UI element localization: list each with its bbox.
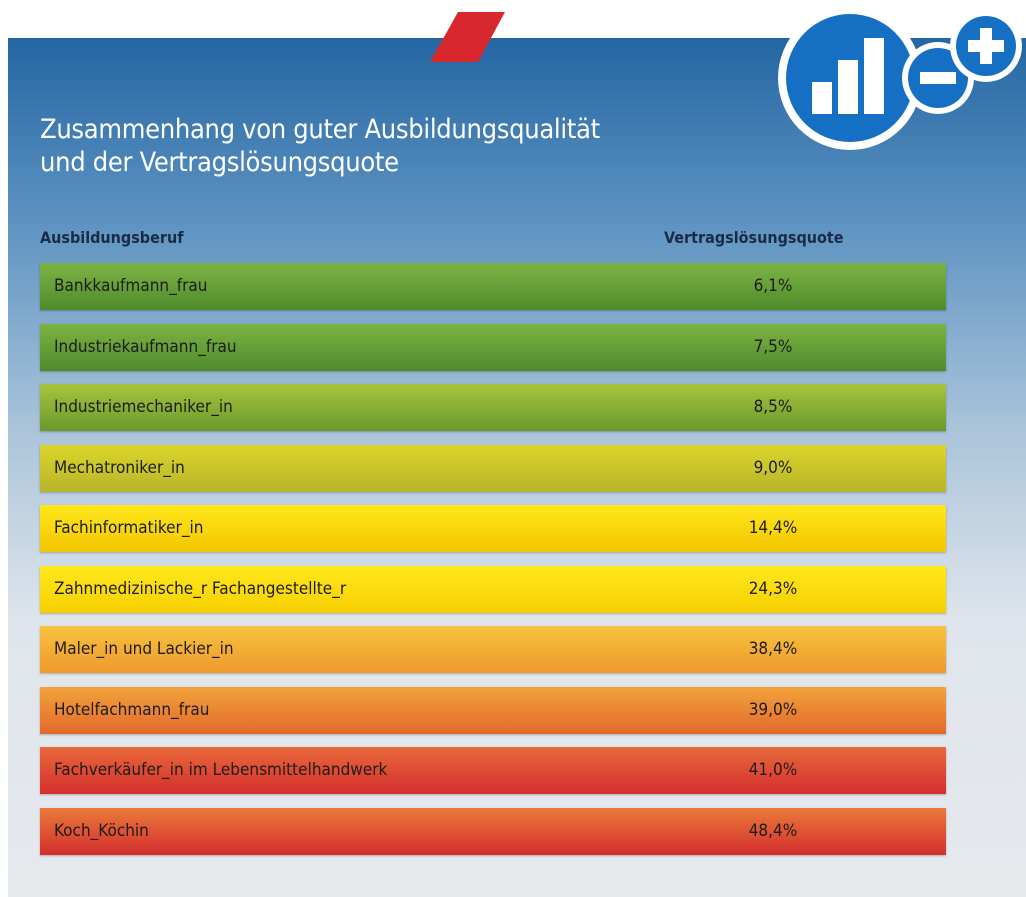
row-value: 38,4%: [748, 639, 798, 659]
row-label: Bankkaufmann_frau: [54, 276, 208, 296]
decoration: [430, 6, 1022, 150]
table-row: Mechatroniker_in 9,0%: [40, 444, 946, 492]
row-value: 8,5%: [753, 397, 793, 417]
row-value: 39,0%: [748, 699, 798, 720]
table-row: Maler_in und Lackier_in 38,4%: [40, 626, 946, 673]
row-label: Hotelfachmann_frau: [54, 699, 210, 720]
title-line: Zusammenhang von guter Ausbildungsqualit…: [40, 114, 600, 145]
table-row: Fachinformatiker_in 14,4%: [40, 505, 946, 552]
row-value: 41,0%: [748, 760, 798, 780]
row-label: Mechatroniker_in: [54, 457, 185, 478]
row-value: 9,0%: [753, 457, 793, 478]
icon-bar: [812, 82, 832, 114]
row-label: Maler_in und Lackier_in: [54, 639, 234, 659]
row-label: Fachverkäufer_in im Lebensmittelhandwerk: [54, 760, 388, 780]
title-line: und der Vertragslösungsquote: [40, 147, 399, 178]
table-row: Industriemechaniker_in 8,5%: [40, 384, 946, 431]
row-label: Industriekaufmann_frau: [54, 336, 237, 357]
table-row: Zahnmedizinische_r Fachangestellte_r 24,3…: [40, 565, 946, 613]
table-row: Koch_Köchin 48,4%: [40, 807, 946, 855]
table-row: Bankkaufmann_frau 6,1%: [40, 263, 946, 310]
table-row: Fachverkäufer_in im Lebensmittelhandwerk…: [40, 747, 946, 794]
row-value: 6,1%: [753, 276, 793, 296]
column-header: Vertragslösungsquote: [664, 228, 844, 247]
row-label: Fachinformatiker_in: [54, 518, 204, 538]
column-header: Ausbildungsberuf: [40, 228, 184, 247]
table-row: Hotelfachmann_frau 39,0%: [40, 686, 946, 734]
row-value: 14,4%: [748, 518, 798, 538]
row-value: 48,4%: [748, 820, 798, 841]
table-row: Industriekaufmann_frau 7,5%: [40, 323, 946, 371]
row-label: Koch_Köchin: [54, 820, 149, 841]
plus-sign: [980, 28, 992, 64]
row-value: 24,3%: [748, 578, 798, 599]
icon-bar: [864, 38, 884, 114]
minus-sign: [920, 72, 956, 84]
row-label: Zahnmedizinische_r Fachangestellte_r: [54, 578, 347, 599]
icon-bar: [838, 60, 858, 114]
row-label: Industriemechaniker_in: [54, 397, 233, 417]
red-accent: [430, 12, 505, 62]
row-value: 7,5%: [753, 336, 793, 357]
